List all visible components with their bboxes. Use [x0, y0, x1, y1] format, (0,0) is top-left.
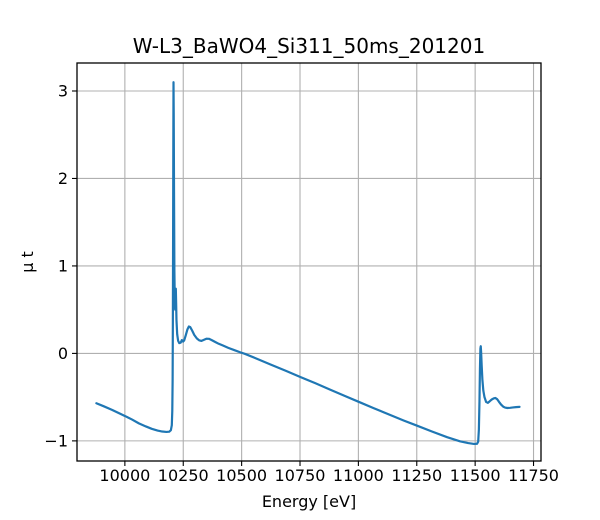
x-tick-label: 11500 [450, 466, 501, 485]
axis-ticks [72, 90, 535, 466]
chart-title: W-L3_BaWO4_Si311_50ms_201201 [133, 34, 485, 58]
x-tick-label: 10750 [275, 466, 326, 485]
y-tick-label: 0 [58, 344, 68, 363]
y-axis-label: μ t [18, 251, 37, 273]
x-tick-label: 11000 [333, 466, 384, 485]
y-tick-label: 2 [58, 169, 68, 188]
data-series-layer [95, 81, 521, 446]
x-tick-label: 11750 [508, 466, 559, 485]
y-tick-label: 3 [58, 81, 68, 100]
spectrum-line [95, 81, 521, 446]
x-tick-label: 10000 [99, 466, 150, 485]
plot-border [76, 62, 542, 462]
gridlines [77, 63, 541, 461]
axis-tick-labels: 10000 10250 10500 10750 11000 11250 11500 11750… [44, 81, 559, 485]
x-tick-label: 11250 [391, 466, 442, 485]
x-tick-label: 10500 [216, 466, 267, 485]
x-tick-label: 10250 [158, 466, 209, 485]
plot-box-spines [76, 62, 542, 462]
y-tick-label: 1 [58, 256, 68, 275]
x-axis-label: Energy [eV] [262, 492, 356, 511]
y-tick-label: −1 [44, 431, 68, 450]
